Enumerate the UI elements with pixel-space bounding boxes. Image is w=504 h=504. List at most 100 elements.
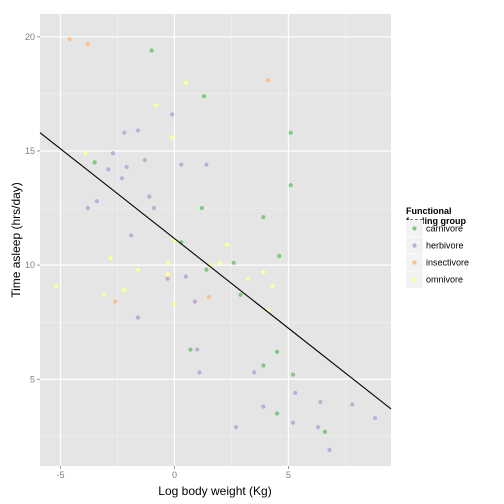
data-point-carnivore bbox=[92, 160, 97, 165]
legend-title-line-1: Functional bbox=[406, 206, 452, 216]
data-point-herbivore bbox=[318, 399, 323, 405]
data-point-herbivore bbox=[327, 447, 332, 453]
data-point-omnivore bbox=[261, 269, 266, 275]
data-point-herbivore bbox=[315, 425, 321, 430]
data-point-insectivore bbox=[113, 299, 118, 304]
y-tick-label: 5 bbox=[30, 374, 35, 384]
data-point-omnivore bbox=[83, 151, 88, 156]
data-point-carnivore bbox=[202, 94, 207, 99]
data-point-omnivore bbox=[165, 260, 170, 265]
data-point-herbivore bbox=[147, 194, 152, 199]
legend-items: carnivore herbivore insectivore omnivore bbox=[405, 219, 469, 289]
data-point-herbivore bbox=[290, 420, 296, 425]
data-point-carnivore bbox=[188, 347, 193, 352]
data-point-omnivore bbox=[183, 80, 188, 85]
data-point-herbivore bbox=[252, 370, 257, 375]
data-point-herbivore bbox=[94, 199, 100, 204]
data-point-carnivore bbox=[231, 260, 236, 265]
y-tick-label: 20 bbox=[25, 32, 35, 42]
x-tick-label: -5 bbox=[57, 470, 65, 480]
data-point-herbivore bbox=[233, 425, 239, 430]
data-point-omnivore bbox=[101, 292, 106, 297]
data-point-herbivore bbox=[192, 299, 198, 304]
data-point-carnivore bbox=[288, 130, 293, 135]
y-axis: 5 10 15 20 bbox=[25, 32, 40, 384]
data-point-herbivore bbox=[165, 276, 170, 281]
data-point-herbivore bbox=[151, 205, 157, 211]
data-point-herbivore bbox=[261, 404, 266, 409]
legend: Functional feeding group carnivore herbiv… bbox=[405, 206, 469, 289]
data-point-carnivore bbox=[238, 292, 243, 297]
data-point-herbivore bbox=[170, 112, 175, 117]
data-point-carnivore bbox=[204, 267, 209, 272]
data-point-omnivore bbox=[122, 288, 127, 293]
data-point-herbivore bbox=[142, 158, 147, 163]
data-point-insectivore bbox=[265, 78, 271, 83]
legend-label-carnivore: carnivore bbox=[426, 224, 463, 234]
data-point-carnivore bbox=[322, 429, 328, 434]
y-tick-label: 10 bbox=[25, 260, 35, 270]
plot-panel bbox=[40, 14, 391, 466]
data-point-herbivore bbox=[124, 164, 129, 170]
x-tick-label: 5 bbox=[286, 470, 291, 480]
data-point-insectivore bbox=[85, 41, 90, 46]
data-point-herbivore bbox=[183, 274, 188, 279]
data-point-omnivore bbox=[165, 272, 170, 277]
major-gridlines bbox=[40, 14, 391, 466]
y-tick-label: 15 bbox=[25, 146, 35, 156]
data-point-omnivore bbox=[224, 242, 229, 247]
data-point-insectivore bbox=[206, 294, 211, 300]
data-point-herbivore bbox=[197, 370, 202, 375]
data-point-insectivore bbox=[67, 37, 72, 42]
data-point-herbivore bbox=[85, 205, 90, 211]
data-point-carnivore bbox=[199, 205, 204, 211]
x-tick-label: 0 bbox=[172, 470, 177, 480]
data-point-omnivore bbox=[172, 301, 177, 307]
data-point-herbivore bbox=[293, 390, 298, 396]
legend-swatch-herbivore bbox=[412, 243, 417, 248]
data-point-carnivore bbox=[274, 349, 280, 354]
legend-title-line-2: feeding group bbox=[406, 216, 466, 226]
data-point-herbivore bbox=[106, 167, 111, 172]
legend-swatch-insectivore bbox=[412, 260, 417, 265]
data-point-omnivore bbox=[53, 283, 59, 288]
data-point-herbivore bbox=[204, 162, 209, 167]
data-point-herbivore bbox=[129, 233, 134, 238]
data-point-herbivore bbox=[122, 130, 127, 135]
legend-swatch-carnivore bbox=[412, 226, 417, 231]
data-point-herbivore bbox=[110, 151, 116, 156]
data-point-herbivore bbox=[179, 162, 184, 167]
x-axis: -5 0 5 bbox=[57, 466, 291, 480]
data-point-omnivore bbox=[270, 283, 275, 288]
data-point-herbivore bbox=[135, 128, 141, 133]
data-point-omnivore bbox=[108, 256, 113, 261]
data-point-omnivore bbox=[245, 276, 250, 281]
data-point-carnivore bbox=[277, 253, 282, 259]
data-point-herbivore bbox=[119, 176, 125, 181]
data-point-carnivore bbox=[261, 215, 266, 220]
data-point-carnivore bbox=[274, 411, 280, 416]
data-point-carnivore bbox=[290, 372, 296, 377]
data-point-omnivore bbox=[170, 135, 175, 140]
data-point-omnivore bbox=[217, 260, 223, 265]
legend-label-insectivore: insectivore bbox=[426, 258, 469, 268]
y-axis-title: Time asleep (hrs/day) bbox=[9, 182, 23, 298]
data-point-omnivore bbox=[154, 103, 159, 108]
trend-line-group bbox=[39, 132, 392, 410]
data-point-herbivore bbox=[195, 347, 200, 352]
minor-gridlines bbox=[40, 14, 391, 466]
data-point-carnivore bbox=[261, 363, 266, 368]
data-point-carnivore bbox=[288, 183, 293, 188]
data-point-herbivore bbox=[372, 415, 378, 421]
data-point-carnivore bbox=[149, 48, 154, 53]
data-point-herbivore bbox=[350, 402, 355, 407]
legend-label-omnivore: omnivore bbox=[426, 275, 463, 285]
legend-swatch-omnivore bbox=[412, 277, 417, 282]
legend-label-herbivore: herbivore bbox=[426, 241, 464, 251]
trend-line bbox=[39, 132, 392, 410]
data-point-omnivore bbox=[135, 267, 141, 272]
x-axis-title: Log body weight (Kg) bbox=[158, 484, 271, 498]
data-point-herbivore bbox=[135, 315, 141, 320]
legend-title: Functional feeding group bbox=[406, 206, 466, 226]
